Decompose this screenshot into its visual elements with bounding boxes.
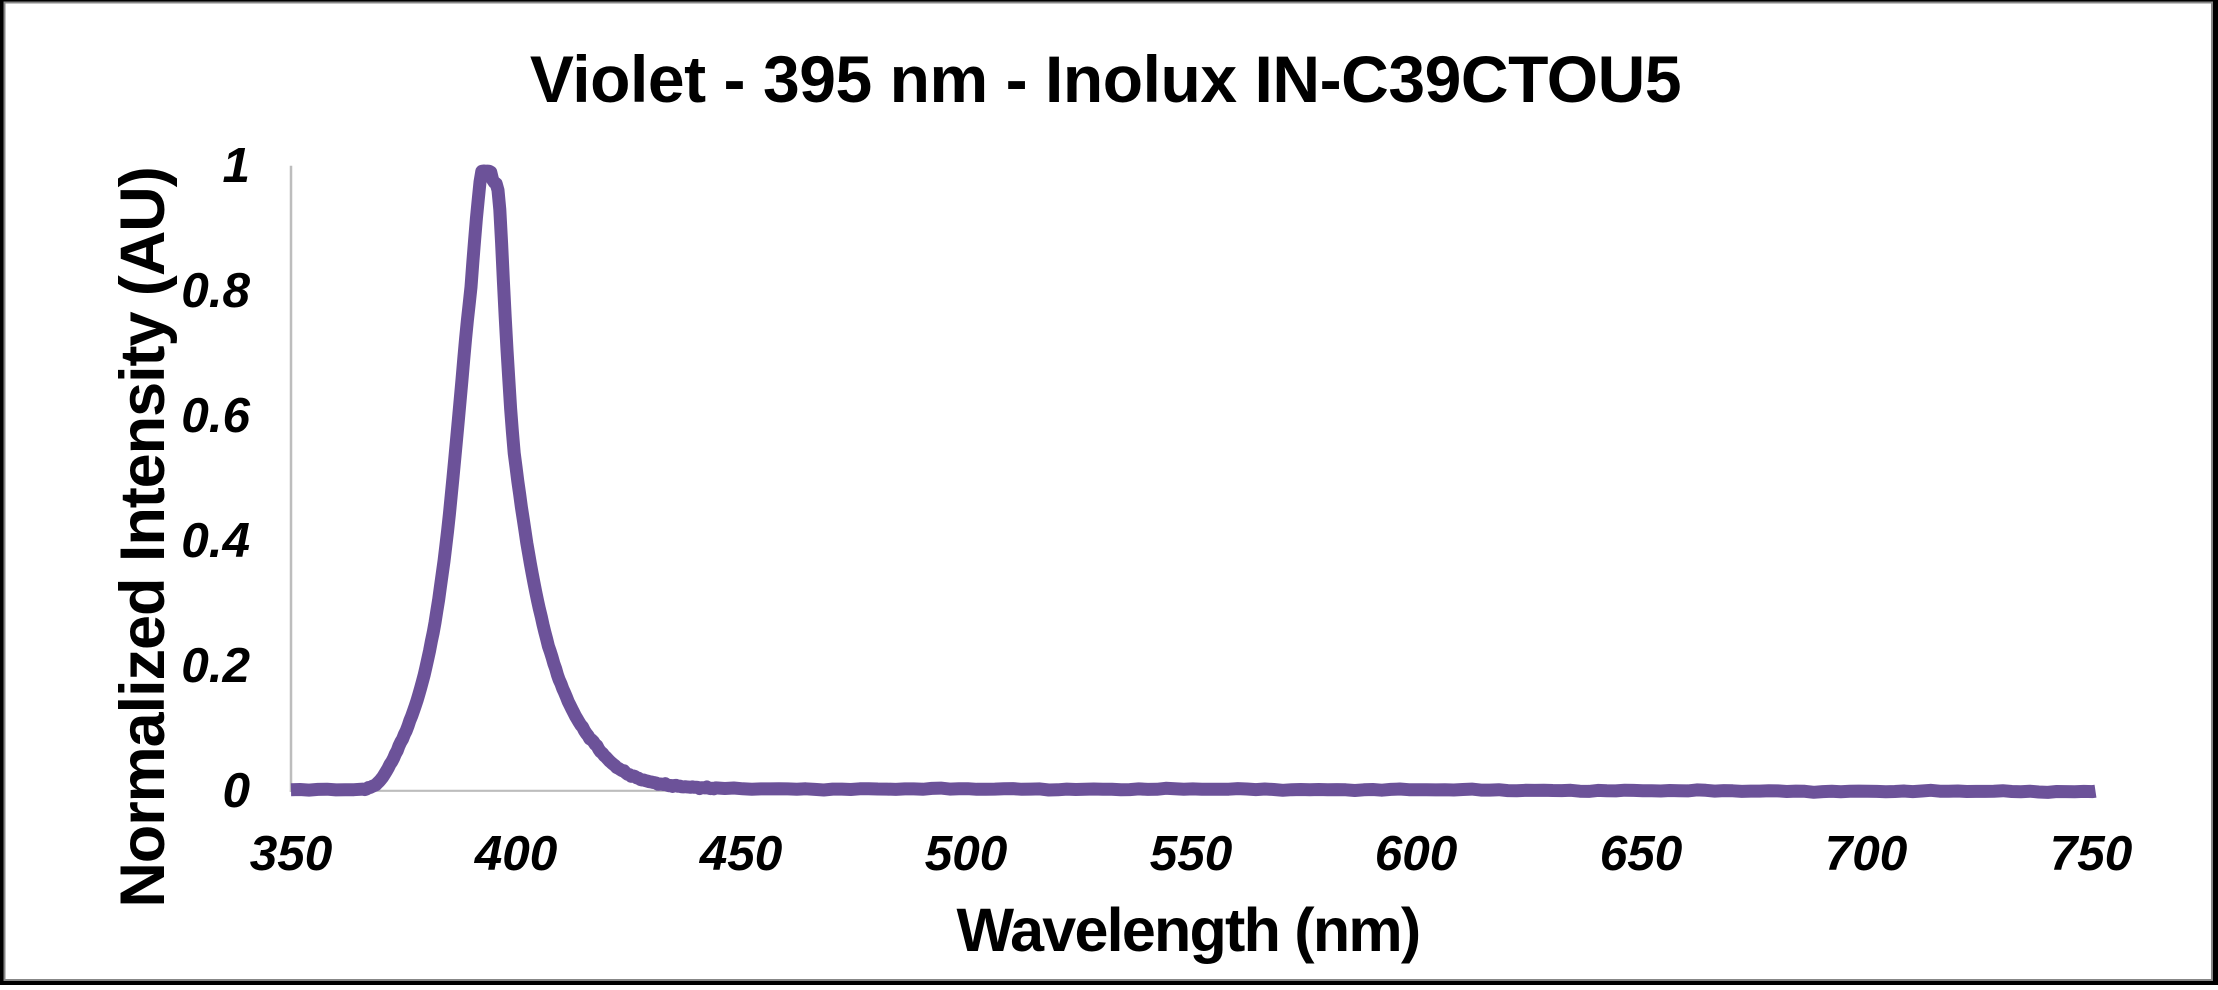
svg-text:Normalized Intensity (AU): Normalized Intensity (AU) [108, 167, 178, 907]
svg-text:0.4: 0.4 [181, 513, 250, 568]
svg-text:500: 500 [925, 826, 1008, 881]
svg-text:0.8: 0.8 [181, 263, 250, 318]
svg-text:600: 600 [1375, 826, 1458, 881]
svg-text:0: 0 [222, 763, 250, 818]
svg-text:1: 1 [222, 138, 250, 193]
svg-text:700: 700 [1825, 826, 1908, 881]
svg-text:550: 550 [1150, 826, 1233, 881]
svg-text:0.2: 0.2 [181, 638, 250, 693]
svg-text:450: 450 [699, 826, 783, 881]
svg-text:Violet - 395 nm - Inolux IN-C3: Violet - 395 nm - Inolux IN-C39CTOU5 [530, 42, 1681, 116]
svg-text:750: 750 [2050, 826, 2133, 881]
svg-text:350: 350 [250, 826, 333, 881]
svg-text:650: 650 [1600, 826, 1683, 881]
svg-text:Wavelength (nm): Wavelength (nm) [957, 896, 1420, 964]
svg-text:0.6: 0.6 [181, 388, 250, 443]
svg-text:400: 400 [474, 826, 558, 881]
